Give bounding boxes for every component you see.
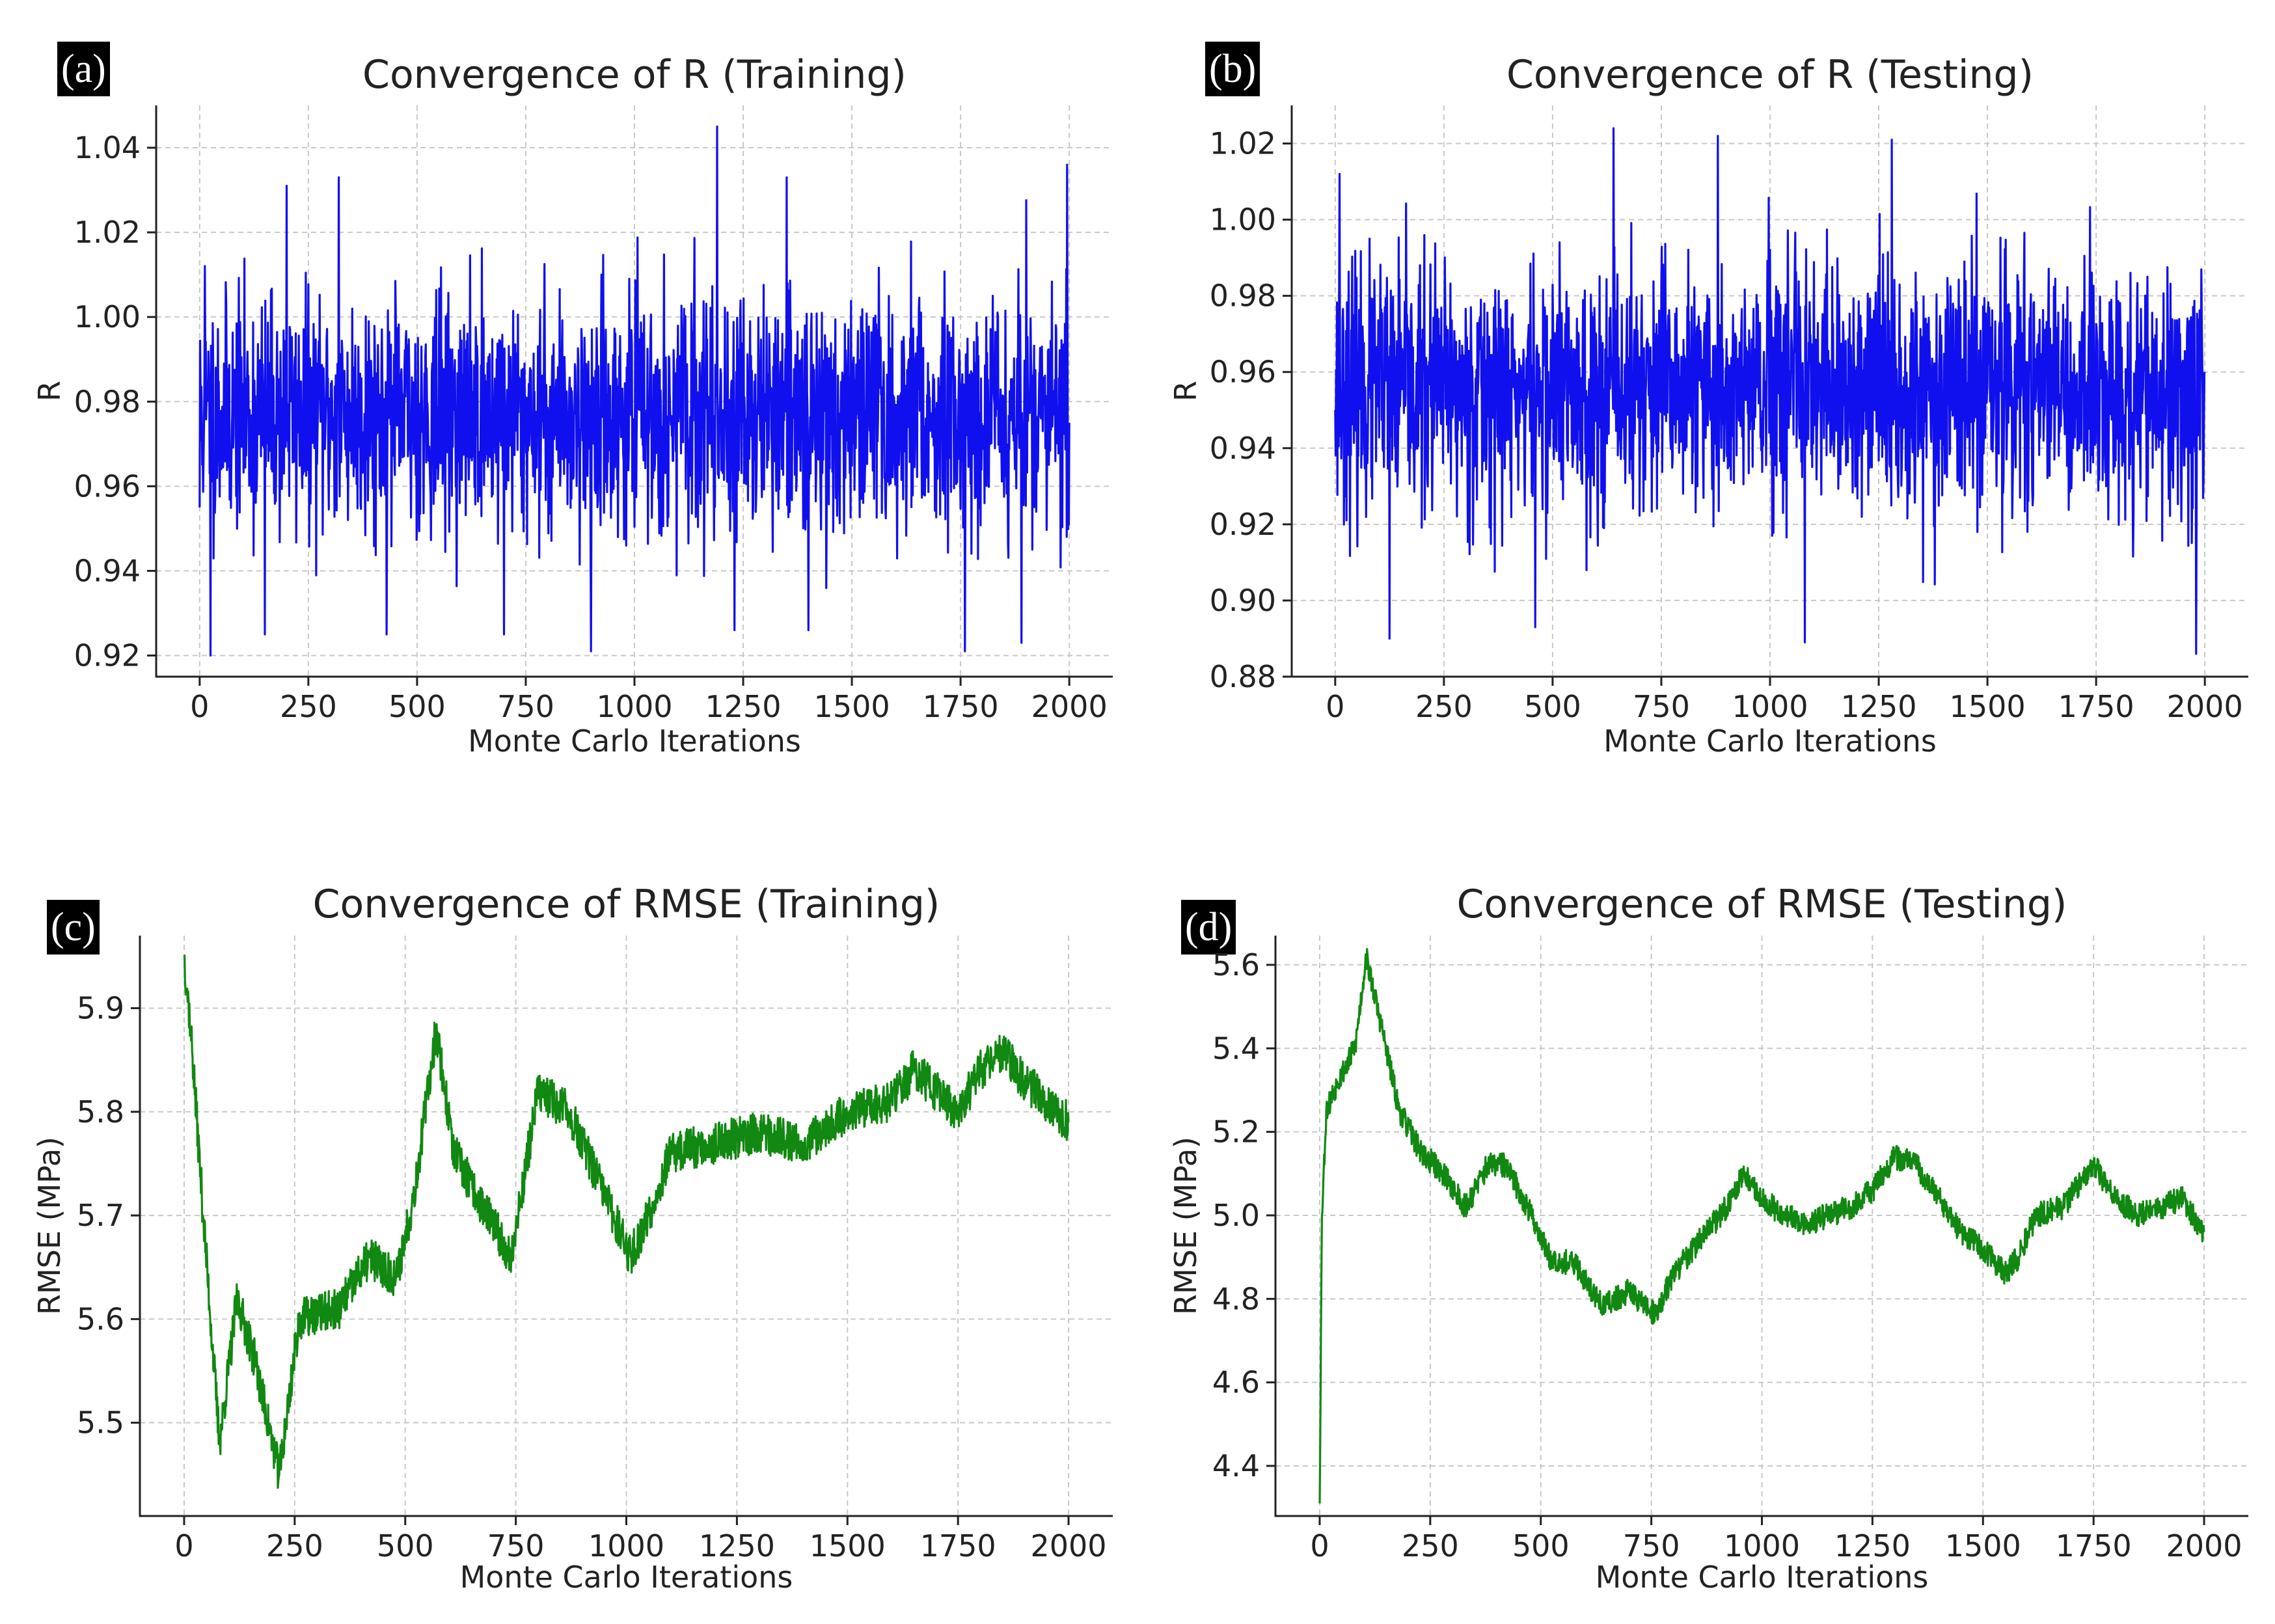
series-line bbox=[1334, 127, 2206, 655]
y-tick-label: 0.94 bbox=[1210, 431, 1276, 466]
x-tick-label: 2000 bbox=[2166, 1528, 2242, 1563]
x-axis-label: Monte Carlo Iterations bbox=[468, 724, 801, 759]
x-axis-label: Monte Carlo Iterations bbox=[1596, 1560, 1929, 1595]
x-tick-label: 1000 bbox=[596, 689, 672, 724]
x-tick-label: 750 bbox=[497, 689, 554, 724]
x-tick-label: 0 bbox=[1326, 689, 1344, 724]
panel-label-b: (b) bbox=[1205, 42, 1260, 96]
axis-spine bbox=[1274, 936, 2248, 1517]
series-line bbox=[183, 954, 1070, 1489]
x-tick-label: 2000 bbox=[1031, 1528, 1107, 1563]
panel-label-d: (d) bbox=[1181, 900, 1236, 954]
y-tick-label: 5.7 bbox=[77, 1198, 124, 1233]
y-tick-label: 4.6 bbox=[1212, 1365, 1260, 1400]
x-tick-label: 1000 bbox=[588, 1528, 664, 1563]
x-tick-label: 750 bbox=[1633, 689, 1690, 724]
y-tick-label: 5.6 bbox=[77, 1301, 124, 1336]
y-tick-label: 0.92 bbox=[74, 638, 141, 673]
y-tick-label: 0.90 bbox=[1210, 583, 1276, 618]
x-axis-label: Monte Carlo Iterations bbox=[460, 1560, 793, 1595]
y-tick-label: 1.00 bbox=[74, 299, 141, 334]
panel-label-c: (c) bbox=[47, 900, 100, 954]
y-tick-label: 0.98 bbox=[74, 384, 141, 419]
y-tick-label: 5.2 bbox=[1212, 1115, 1260, 1150]
y-tick-label: 0.96 bbox=[1210, 355, 1276, 390]
x-tick-label: 1250 bbox=[1834, 1528, 1911, 1563]
x-tick-label: 1750 bbox=[923, 689, 999, 724]
y-axis-label: RMSE (MPa) bbox=[32, 1137, 67, 1315]
x-tick-label: 1500 bbox=[1945, 1528, 2021, 1563]
y-tick-label: 0.88 bbox=[1210, 659, 1276, 694]
x-tick-label: 1250 bbox=[1841, 689, 1917, 724]
x-tick-label: 750 bbox=[487, 1528, 545, 1563]
panel-label-a: (a) bbox=[57, 42, 110, 96]
y-tick-label: 0.98 bbox=[1210, 278, 1276, 314]
y-tick-label: 1.02 bbox=[74, 215, 141, 250]
chart-title: Convergence of RMSE (Training) bbox=[313, 882, 940, 927]
x-tick-label: 250 bbox=[1415, 689, 1473, 724]
y-tick-label: 5.9 bbox=[77, 991, 124, 1026]
y-tick-label: 5.4 bbox=[1212, 1031, 1260, 1066]
chart-title: Convergence of R (Testing) bbox=[1506, 52, 2034, 98]
x-tick-label: 2000 bbox=[2167, 689, 2243, 724]
x-tick-label: 1250 bbox=[699, 1528, 775, 1563]
x-tick-label: 250 bbox=[280, 689, 337, 724]
y-tick-label: 0.92 bbox=[1210, 507, 1276, 542]
y-tick-label: 5.5 bbox=[77, 1405, 124, 1441]
y-tick-label: 4.8 bbox=[1212, 1281, 1260, 1316]
chart-title: Convergence of RMSE (Testing) bbox=[1457, 882, 2067, 927]
y-axis-label: R bbox=[32, 381, 67, 401]
x-tick-label: 0 bbox=[190, 689, 209, 724]
x-tick-label: 1000 bbox=[1732, 689, 1808, 724]
x-tick-label: 500 bbox=[388, 689, 446, 724]
x-tick-label: 500 bbox=[1524, 689, 1581, 724]
y-axis-label: RMSE (MPa) bbox=[1168, 1137, 1203, 1315]
y-tick-label: 5.8 bbox=[77, 1094, 124, 1130]
y-tick-label: 1.00 bbox=[1210, 202, 1276, 237]
x-tick-label: 1500 bbox=[1950, 689, 2026, 724]
x-tick-label: 1750 bbox=[920, 1528, 996, 1563]
y-axis-label: R bbox=[1168, 381, 1203, 401]
y-tick-label: 4.4 bbox=[1212, 1448, 1260, 1483]
axis-spine bbox=[139, 936, 1113, 1517]
y-tick-label: 0.96 bbox=[74, 468, 141, 504]
x-tick-label: 1750 bbox=[2056, 1528, 2132, 1563]
x-tick-label: 1500 bbox=[814, 689, 890, 724]
x-tick-label: 0 bbox=[174, 1528, 193, 1563]
y-tick-label: 0.94 bbox=[74, 553, 141, 588]
chart-title: Convergence of R (Training) bbox=[362, 52, 906, 98]
y-tick-label: 5.6 bbox=[1212, 947, 1260, 982]
x-axis-label: Monte Carlo Iterations bbox=[1603, 724, 1937, 759]
y-tick-label: 1.02 bbox=[1210, 126, 1276, 161]
x-tick-label: 2000 bbox=[1031, 689, 1108, 724]
series-line bbox=[198, 125, 1070, 657]
x-tick-label: 250 bbox=[1402, 1528, 1459, 1563]
y-tick-label: 1.04 bbox=[74, 130, 141, 165]
x-tick-label: 0 bbox=[1310, 1528, 1329, 1563]
x-tick-label: 1250 bbox=[705, 689, 782, 724]
x-tick-label: 1750 bbox=[2058, 689, 2134, 724]
y-tick-label: 5.0 bbox=[1212, 1198, 1260, 1233]
axis-spine bbox=[155, 105, 1113, 678]
x-tick-label: 500 bbox=[377, 1528, 434, 1563]
x-tick-label: 1000 bbox=[1724, 1528, 1800, 1563]
x-tick-label: 500 bbox=[1512, 1528, 1570, 1563]
x-tick-label: 750 bbox=[1623, 1528, 1680, 1563]
x-tick-label: 250 bbox=[266, 1528, 323, 1563]
x-tick-label: 1500 bbox=[810, 1528, 886, 1563]
series-line bbox=[1318, 948, 2205, 1504]
